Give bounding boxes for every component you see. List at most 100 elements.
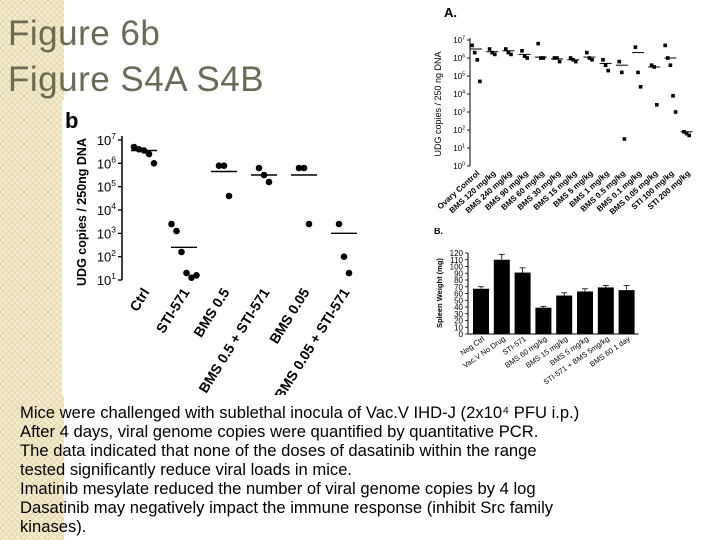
data-point xyxy=(574,59,578,64)
data-point xyxy=(568,56,573,60)
data-point xyxy=(472,50,477,55)
y-tick-label: 104 xyxy=(453,89,465,99)
bar xyxy=(535,307,552,334)
caption-text: Mice were challenged with sublethal inoc… xyxy=(20,403,710,536)
panel-label: A. xyxy=(444,5,457,20)
y-tick-label: 107 xyxy=(97,131,116,148)
data-point xyxy=(295,164,303,172)
data-point xyxy=(260,171,268,179)
caption-line: kinases). xyxy=(20,517,87,536)
data-point xyxy=(345,269,353,277)
figure-panel-b: b UDG copies / 250ng DNA 101 102 103 104 105 10… xyxy=(62,100,370,402)
data-point xyxy=(522,54,527,58)
data-point xyxy=(633,45,638,49)
bar xyxy=(514,272,531,334)
y-tick-label: 120 xyxy=(450,249,464,258)
y-tick-label: 106 xyxy=(453,53,465,63)
caption-line: After 4 days, viral genome copies were q… xyxy=(20,422,539,441)
data-point xyxy=(585,50,589,55)
slide-title-line-2: Figure S4A S4B xyxy=(8,60,265,99)
data-point xyxy=(188,274,195,281)
data-point xyxy=(655,103,659,107)
y-tick-label: 101 xyxy=(97,271,116,288)
scatter-chart-b: b UDG copies / 250ng DNA 101 102 103 104 105 10… xyxy=(65,108,357,402)
data-point xyxy=(509,52,513,57)
data-point xyxy=(475,58,480,62)
data-point xyxy=(668,63,673,67)
data-point xyxy=(636,70,640,75)
y-tick-label: 20 xyxy=(454,317,463,326)
data-point xyxy=(603,63,608,67)
y-tick-label: 0 xyxy=(459,330,464,339)
data-point xyxy=(225,192,233,200)
background-stripe-band xyxy=(0,0,64,540)
caption-line: The data indicated that none of the dose… xyxy=(20,441,537,460)
y-tick-label: 10 xyxy=(454,323,463,332)
panel-label: B. xyxy=(434,228,443,236)
data-point xyxy=(541,56,546,60)
data-point xyxy=(487,47,492,51)
data-point xyxy=(506,50,511,55)
y-tick-label: 40 xyxy=(454,303,463,312)
data-point xyxy=(193,272,200,279)
data-point xyxy=(557,59,562,64)
figure-panel-right: A. UDG copies / 250 ng DNA 100 101 102 103 104… xyxy=(426,0,720,392)
bar xyxy=(493,259,510,334)
caption-line: Mice were challenged with sublethal inoc… xyxy=(20,403,580,422)
data-point xyxy=(183,269,190,277)
data-point xyxy=(150,160,158,167)
y-tick-label: 101 xyxy=(453,143,465,153)
y-tick-label: 106 xyxy=(97,154,116,171)
y-axis-label: UDG copies / 250 ng DNA xyxy=(433,51,443,156)
data-point xyxy=(663,43,667,48)
y-tick-label: 70 xyxy=(454,283,463,292)
data-point xyxy=(671,94,675,98)
y-tick-label: 30 xyxy=(454,310,463,319)
y-tick-label: 90 xyxy=(454,269,463,278)
data-point xyxy=(265,178,273,186)
bar xyxy=(473,288,489,334)
data-point xyxy=(178,248,185,256)
y-axis-label: Spleen Weight (mg) xyxy=(435,258,444,328)
caption-line: Dasatinib may negatively impact the immu… xyxy=(20,498,554,517)
x-tick-label: Ctrl xyxy=(126,285,152,314)
y-tick-label: 50 xyxy=(454,296,463,305)
y-tick-label: 100 xyxy=(450,263,464,272)
data-point xyxy=(130,143,138,151)
data-point xyxy=(340,253,348,260)
y-tick-label: 102 xyxy=(453,125,465,135)
data-point xyxy=(168,220,175,228)
data-point xyxy=(470,43,474,48)
data-point xyxy=(305,220,313,228)
y-tick-label: 105 xyxy=(97,178,116,195)
data-point xyxy=(555,56,559,60)
data-point xyxy=(504,47,508,51)
caption-line: tested significantly reduce viral loads … xyxy=(20,460,353,479)
data-point xyxy=(590,58,594,62)
y-axis-label: UDG copies / 250ng DNA xyxy=(75,138,89,286)
data-point xyxy=(493,52,497,57)
data-point xyxy=(666,56,670,60)
bar xyxy=(618,290,635,334)
data-point xyxy=(620,70,624,75)
data-point xyxy=(520,49,524,53)
data-point xyxy=(215,162,223,169)
data-point xyxy=(135,146,143,153)
data-point xyxy=(536,41,540,46)
y-tick-label: 105 xyxy=(453,71,465,81)
x-tick-label: STI-571 xyxy=(153,285,193,336)
data-point xyxy=(571,58,575,62)
y-tick-label: 60 xyxy=(454,290,463,299)
data-point xyxy=(490,50,494,55)
data-point xyxy=(617,59,621,64)
data-point xyxy=(638,85,643,89)
bar xyxy=(597,287,614,334)
data-point xyxy=(649,63,654,67)
data-point xyxy=(622,137,627,141)
data-point xyxy=(684,131,689,136)
data-point xyxy=(552,56,557,60)
data-point xyxy=(145,150,153,158)
bar-chart-spleen: B.Spleen Weight (mg)01020304050607080901… xyxy=(434,228,639,386)
data-point xyxy=(539,56,543,60)
